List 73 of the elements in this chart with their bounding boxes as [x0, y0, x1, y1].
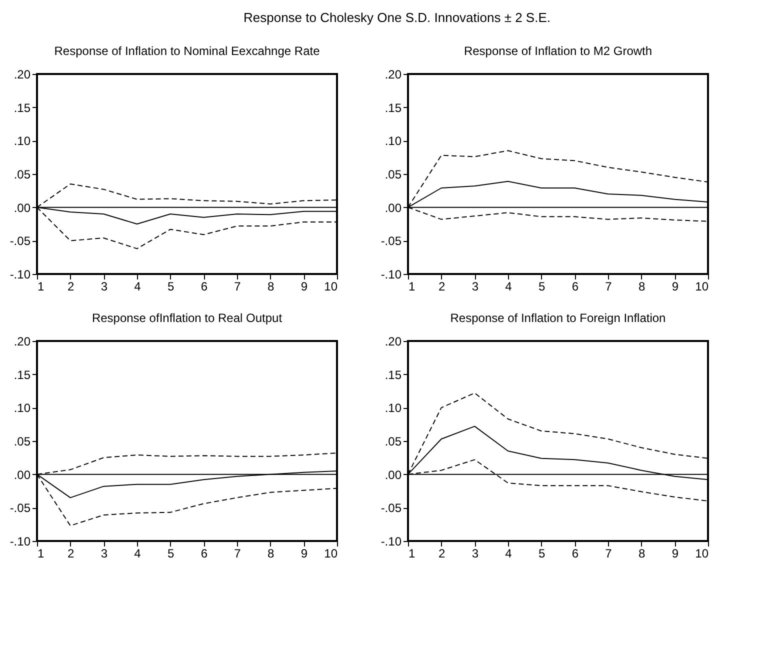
x-tick-label: 10: [695, 280, 709, 294]
x-tick-label: 6: [572, 280, 579, 294]
x-tick-label: 2: [438, 280, 446, 294]
x-tick-label: 2: [67, 546, 74, 560]
y-tick-label: -.10: [380, 534, 402, 548]
x-tick-label: 4: [505, 546, 512, 560]
x-tick-label: 5: [167, 546, 174, 560]
x-tick-label: 10: [695, 546, 709, 560]
x-tick-label: 1: [38, 546, 44, 560]
x-tick-label: 10: [324, 546, 338, 560]
x-tick-label: 2: [438, 546, 446, 560]
y-tick-label: -.05: [380, 501, 402, 516]
x-tick-label: 8: [638, 280, 646, 294]
chart-title: Response of Inflation to M2 Growth: [464, 44, 652, 58]
x-tick-label: 3: [472, 280, 479, 294]
chart-title: Response ofInflation to Real Output: [92, 311, 283, 325]
y-tick-label: .20: [384, 68, 402, 82]
y-tick-label: -.05: [10, 501, 31, 516]
x-tick-label: 6: [572, 546, 579, 560]
x-tick-label: 8: [267, 280, 274, 294]
x-tick-label: 4: [505, 280, 512, 294]
x-tick-label: 8: [267, 546, 274, 560]
y-tick-label: .15: [14, 368, 31, 382]
y-tick-label: .10: [384, 401, 402, 416]
x-tick-label: 5: [538, 546, 546, 560]
y-tick-label: .15: [384, 368, 402, 382]
x-tick-label: 3: [472, 546, 479, 560]
x-tick-label: 1: [408, 546, 416, 560]
x-tick-label: 7: [605, 280, 612, 294]
chart-title: Response of Inflation to Foreign Inflation: [450, 311, 666, 325]
y-tick-label: .00: [14, 468, 31, 482]
y-tick-label: .05: [14, 168, 31, 182]
y-tick-label: .20: [14, 68, 31, 82]
y-tick-label: .15: [14, 100, 31, 115]
x-tick-label: 6: [200, 546, 208, 560]
y-tick-label: -.05: [380, 234, 402, 248]
text: Response to Cholesky One S.D. Innovations ± 2 S.E.: [243, 10, 551, 25]
x-tick-label: 7: [234, 546, 242, 560]
y-tick-label: .20: [14, 334, 31, 348]
x-tick-label: 5: [538, 280, 546, 294]
x-tick-label: 9: [300, 280, 308, 294]
x-tick-label: 5: [167, 280, 174, 294]
y-tick-label: .10: [384, 134, 402, 148]
y-tick-label: .10: [14, 401, 31, 416]
y-tick-label: .00: [14, 200, 31, 215]
y-tick-label: -.10: [10, 268, 31, 282]
y-tick-label: .15: [384, 100, 402, 115]
y-tick-label: -.05: [10, 234, 31, 248]
x-tick-label: 7: [605, 546, 612, 560]
y-tick-label: -.10: [10, 534, 31, 548]
y-tick-label: .00: [384, 468, 402, 482]
chart-title: Response of Inflation to Nominal Eexcahnge Rate: [54, 44, 320, 58]
x-tick-label: 3: [100, 546, 108, 560]
y-tick-label: .00: [384, 200, 402, 215]
y-tick-label: .05: [384, 168, 402, 182]
x-tick-label: 9: [300, 546, 308, 560]
x-tick-label: 9: [672, 280, 679, 294]
x-tick-label: 3: [100, 280, 108, 294]
x-tick-label: 1: [38, 280, 44, 294]
y-tick-label: .10: [14, 134, 31, 148]
y-tick-label: .20: [384, 334, 402, 348]
x-tick-label: 8: [638, 546, 646, 560]
x-tick-label: 9: [672, 546, 679, 560]
x-tick-label: 6: [200, 280, 208, 294]
x-tick-label: 10: [324, 280, 338, 294]
x-tick-label: 4: [134, 280, 142, 294]
x-tick-label: 1: [408, 280, 416, 294]
x-tick-label: 2: [67, 280, 74, 294]
x-tick-label: 4: [134, 546, 142, 560]
y-tick-label: -.10: [380, 268, 402, 282]
y-tick-label: .05: [14, 434, 31, 448]
y-tick-label: .05: [384, 434, 402, 448]
x-tick-label: 7: [234, 280, 242, 294]
